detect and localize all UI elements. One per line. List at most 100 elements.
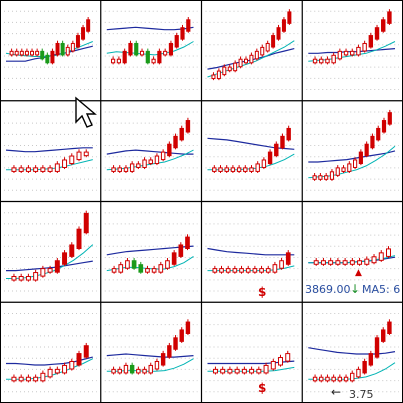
candle-body [364,143,369,157]
left-arrow-icon: ← [331,385,342,399]
candle-body [128,42,133,56]
down-arrow-icon: ↓ [350,282,361,296]
candle-body [65,46,70,56]
candle-body [335,260,341,265]
candle-body [265,268,271,273]
candle-body [179,329,184,342]
candle-body [353,159,358,168]
candle-body [18,276,24,281]
candle-body [349,260,355,265]
ma_long-line [6,260,93,272]
candle-body [249,167,254,172]
candle-body [318,175,323,180]
candle-body [227,66,232,72]
candle-body [347,163,352,172]
candle-body [54,163,60,172]
candle-body [76,353,82,366]
candle-body [342,260,348,265]
candle-body [111,268,117,273]
candle-body [239,268,244,273]
candle-body [356,368,361,378]
candle-body [40,50,45,60]
candle-body [267,151,273,165]
ma_long-line [106,26,194,31]
candle-body [368,35,374,48]
candle-body [30,50,35,56]
candle-body [331,54,336,64]
candle-body [358,151,363,165]
candle-body [116,58,121,64]
candle-body [174,35,179,48]
candle-body [81,27,86,40]
flag-up-icon: ▲ [355,268,362,278]
candle-body [249,368,255,374]
candle-body [287,11,292,24]
candle-body [76,151,82,161]
ma_long-line [6,45,93,62]
ma_mid-line [308,145,396,179]
candle-body [45,54,50,64]
candle-body [11,376,17,382]
candle-body [362,360,367,374]
ma_mid-line [6,244,94,279]
ma_long-line [308,150,396,163]
candle-body [241,368,247,374]
candle-body [386,248,391,257]
candle-body [69,155,75,165]
candle-body [40,167,46,172]
candle-body [180,27,185,40]
candle-body [271,35,276,48]
price-readout: 3869.00 [305,283,351,296]
ma_long-line [207,247,295,256]
candle-body [185,120,191,133]
ma_long-line [5,147,93,153]
candle-body [40,268,46,277]
candle-body [312,376,318,382]
candle-body [122,50,127,64]
candle-body [230,167,236,172]
candle-body [118,264,124,273]
candle-body [111,368,116,374]
candle-body [328,260,334,265]
candle-body [117,167,122,172]
candle-body [319,58,324,64]
candle-body [160,353,166,366]
candle-body [324,175,329,180]
candle-body [381,329,386,342]
candle-body [35,50,40,56]
candle-body [234,368,240,374]
candle-body [313,260,319,265]
candle-body [86,19,91,32]
candle-body [222,66,227,76]
candle-body [335,167,340,176]
candle-body [129,163,135,172]
candle-body [220,368,226,374]
candle-body [216,70,221,80]
candle-body [60,42,65,56]
candle-body [245,268,251,273]
candle-body [343,50,349,56]
candle-body [138,264,144,273]
candle-body [261,159,267,168]
candle-body [186,19,191,32]
candle-body [254,50,259,60]
candle-body [62,364,68,374]
candle-body [76,228,82,250]
candle-body [167,345,172,358]
candle-body [163,50,168,56]
candle-body [33,272,39,281]
candle-body [387,321,392,334]
candle-body [125,260,130,269]
ma_long-line [106,149,194,155]
candle-body [274,143,279,157]
candle-body [312,175,317,180]
candle-body [158,264,164,273]
candle-body [47,268,53,273]
candle-body [337,50,343,60]
candle-body [368,353,374,366]
candle-body [83,212,89,234]
candle-body [371,256,377,264]
candle-body [378,252,384,261]
candle-body [142,368,147,374]
candle-body [356,46,361,56]
